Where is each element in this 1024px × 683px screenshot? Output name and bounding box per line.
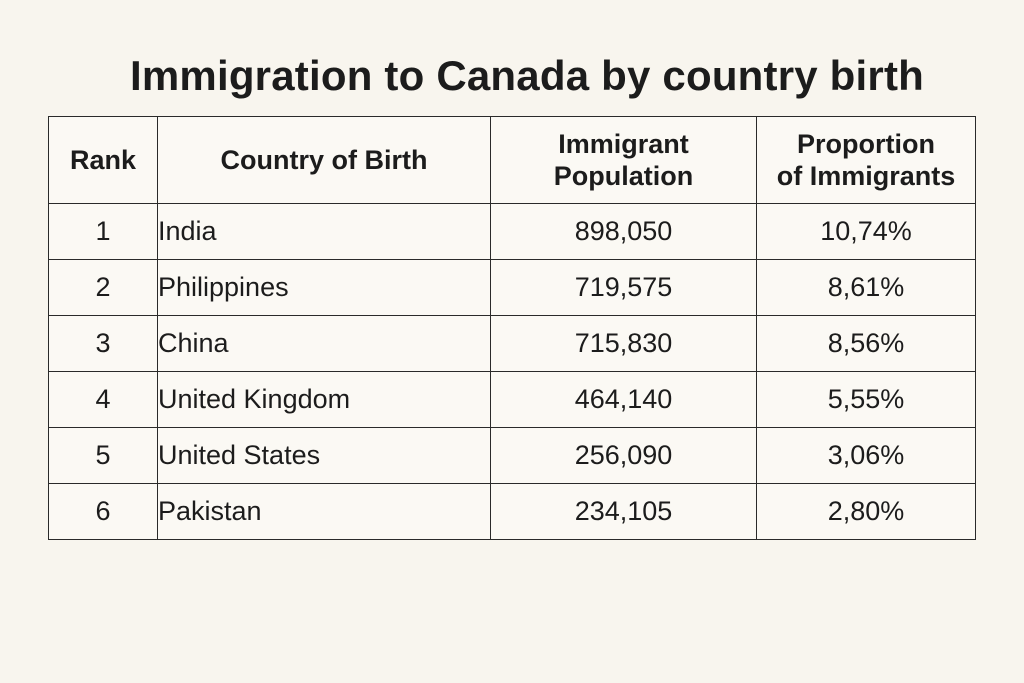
header-country-of-birth: Country of Birth [157, 116, 491, 204]
population-cell: 256,090 [490, 427, 757, 484]
header-country-line-1: Country of Birth [220, 145, 428, 175]
table-header-row: Rank Country of Birth Immigrant Populati… [48, 116, 976, 204]
country-cell: China [157, 315, 491, 372]
population-cell: 464,140 [490, 371, 757, 428]
country-cell: India [157, 203, 491, 260]
proportion-cell: 8,61% [756, 259, 976, 316]
table-row: 3 China 715,830 8,56% [48, 315, 976, 372]
population-cell: 719,575 [490, 259, 757, 316]
proportion-cell: 2,80% [756, 483, 976, 540]
proportion-cell: 8,56% [756, 315, 976, 372]
immigration-table: Rank Country of Birth Immigrant Populati… [48, 116, 976, 540]
proportion-cell: 3,06% [756, 427, 976, 484]
header-proportion-line-1: Proportion [797, 129, 935, 159]
country-cell: Pakistan [157, 483, 491, 540]
header-rank: Rank [48, 116, 158, 204]
rank-cell: 5 [48, 427, 158, 484]
rank-cell: 2 [48, 259, 158, 316]
country-cell: United States [157, 427, 491, 484]
chart-title: Immigration to Canada by country birth [130, 52, 924, 99]
header-population-line-2: Population [553, 161, 694, 191]
rank-cell: 4 [48, 371, 158, 428]
header-population-line-1: Immigrant [558, 129, 689, 159]
population-cell: 715,830 [490, 315, 757, 372]
table-row: 2 Philippines 719,575 8,61% [48, 259, 976, 316]
country-cell: United Kingdom [157, 371, 491, 428]
header-proportion-line-2: of Immigrants [776, 161, 956, 191]
header-rank-line-1: Rank [69, 145, 137, 175]
table-row: 1 India 898,050 10,74% [48, 203, 976, 260]
table-row: 4 United Kingdom 464,140 5,55% [48, 371, 976, 428]
rank-cell: 1 [48, 203, 158, 260]
country-cell: Philippines [157, 259, 491, 316]
rank-cell: 3 [48, 315, 158, 372]
header-immigrant-population: Immigrant Population [490, 116, 757, 204]
table-row: 6 Pakistan 234,105 2,80% [48, 483, 976, 540]
population-cell: 898,050 [490, 203, 757, 260]
proportion-cell: 5,55% [756, 371, 976, 428]
header-proportion-of-immigrants: Proportion of Immigrants [756, 116, 976, 204]
table-row: 5 United States 256,090 3,06% [48, 427, 976, 484]
rank-cell: 6 [48, 483, 158, 540]
population-cell: 234,105 [490, 483, 757, 540]
proportion-cell: 10,74% [756, 203, 976, 260]
